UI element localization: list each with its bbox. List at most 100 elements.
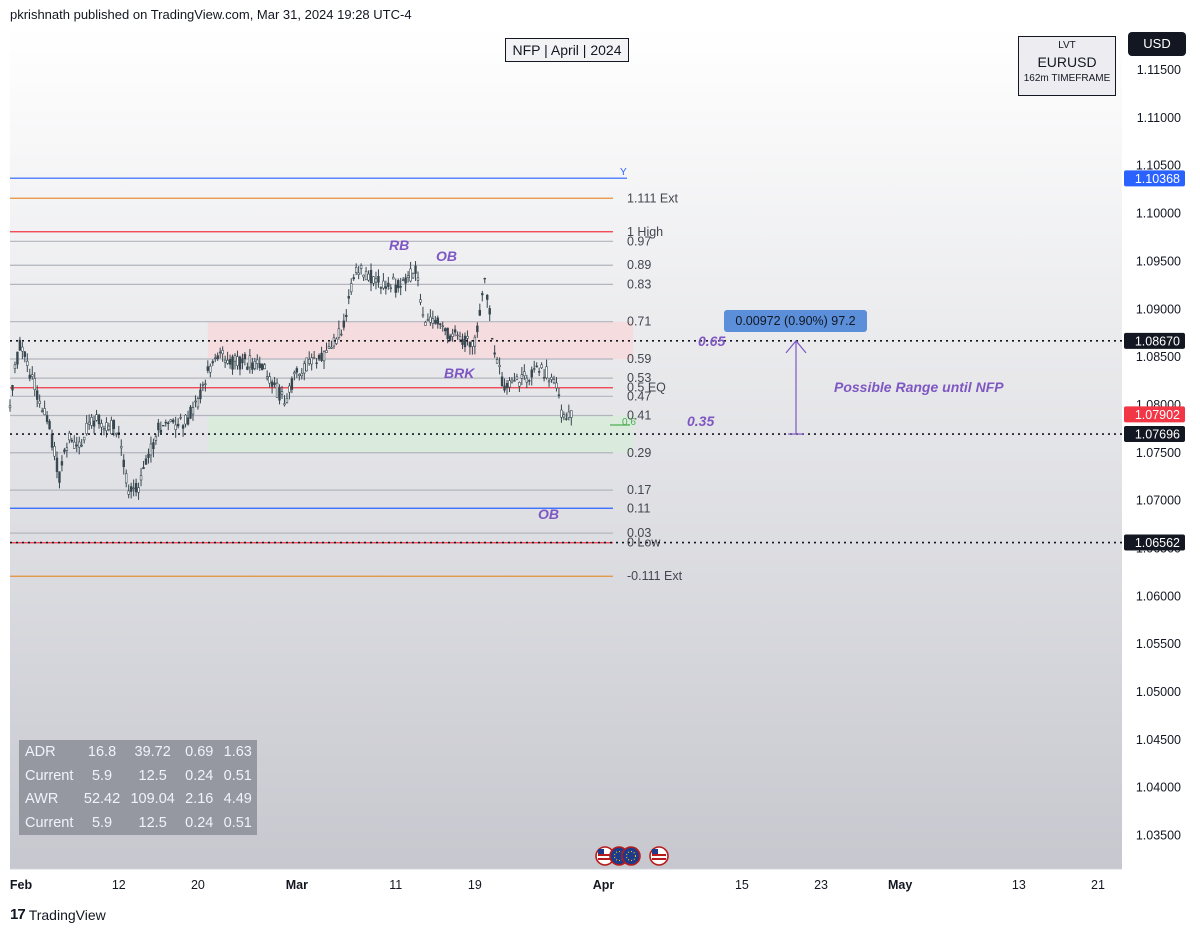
candle-body [134,482,138,493]
price-label-bg [1124,332,1185,349]
us-flag-stripe [598,858,612,860]
candle-body [194,400,197,403]
stats-table: ADR 16.8 39.72 0.69 1.63 Current 5.9 12.… [19,740,257,835]
candle-body [164,421,167,424]
candle-body [60,461,64,466]
candle-body [278,387,281,401]
candle-body [468,342,472,348]
candle-body [248,355,252,368]
candle-body [542,377,546,379]
x-tick-label: 12 [112,878,126,892]
candle-body [434,319,437,324]
candle-body [426,319,430,321]
stats-cell: 0.69 [185,743,214,760]
y-tick-label: 1.10500 [1136,159,1181,173]
level-035-label: 0.35 [687,413,714,429]
candle-body [226,359,229,364]
candle-body [320,352,323,361]
candle-body [493,352,496,355]
candle-body [533,368,536,370]
fib-level-label: 0.71 [627,315,651,329]
stats-label: Current [25,767,74,784]
candle-body [172,419,175,423]
candle-body [476,325,479,333]
candle-body [547,380,551,383]
candle-body [80,444,83,447]
candle-body [290,378,294,390]
candle-body [389,287,392,289]
candle-body [510,379,514,383]
candle-body [127,490,130,495]
candle-body [495,359,499,364]
footer-brand: TradingView [28,906,106,923]
price-label: 1.10368 [1135,172,1180,186]
candle-body [73,441,76,449]
candle-body [505,383,509,388]
candle-body [11,385,14,391]
candle-body [191,407,195,415]
candle-body [115,432,118,435]
price-label-bg [1124,426,1185,443]
candle-body [557,394,561,396]
candle-body [443,328,447,332]
candle-body [374,278,378,283]
stats-cell: 39.72 [134,743,171,760]
ob-top-label: OB [436,248,457,264]
candle-body [384,286,388,289]
lvt-label: LVT [1058,40,1076,51]
candle-body [258,363,261,368]
currency-button[interactable]: USD [1128,32,1186,56]
candle-body [218,351,222,354]
fib-level-label: 0.97 [627,234,651,248]
candle-body [530,369,533,378]
candle-body [261,363,264,370]
y-tick-label: 1.09500 [1136,254,1181,268]
candle-body [540,364,543,369]
candle-body [107,425,111,430]
candle-body [85,422,88,435]
candle-body [429,316,432,323]
candle-body [174,424,177,430]
candle-body [461,339,464,345]
fib-level-label: 1.111 Ext [627,191,678,205]
fib-level-label: 0.11 [627,501,650,515]
price-label-bg [1124,406,1185,423]
candle-body [441,325,444,328]
candle-body [515,376,519,380]
candle-body [295,368,299,373]
candle-body [523,371,526,377]
stats-cell: 5.9 [91,815,113,832]
candle-body [26,360,29,366]
candle-body [503,385,506,391]
level-065-label: 0.65 [698,333,725,349]
candle-body [528,380,531,382]
candle-body [214,357,217,360]
candle-body [263,364,266,370]
stats-cell: 5.9 [91,767,113,784]
candle-body [167,422,170,424]
candle-body [268,376,271,384]
eu-flag-icon[interactable] [621,846,641,866]
candle-body [327,346,331,349]
candle-body [481,293,484,296]
timeframe-label: 162m TIMEFRAME [1023,73,1111,84]
candle-body [394,284,397,293]
x-tick-label: 23 [814,878,828,892]
measure-label: 0.00972 (0.90%) 97.2 [724,310,867,332]
candle-body [280,391,284,395]
candle-body [216,355,219,360]
candle-body [13,364,17,370]
fib-level-label: 0.17 [627,483,651,497]
candle-body [570,410,573,418]
brk-label: BRK [444,365,475,381]
candle-body [97,414,101,425]
candle-body [184,414,187,425]
candle-body [545,366,548,379]
y-tick-label: 1.05000 [1136,685,1181,699]
candle-body [144,458,148,465]
stats-cell: 109.04 [130,791,175,808]
candle-body [288,385,291,393]
candle-body [347,296,350,299]
chart-title-box: NFP | April | 2024 [505,38,629,62]
